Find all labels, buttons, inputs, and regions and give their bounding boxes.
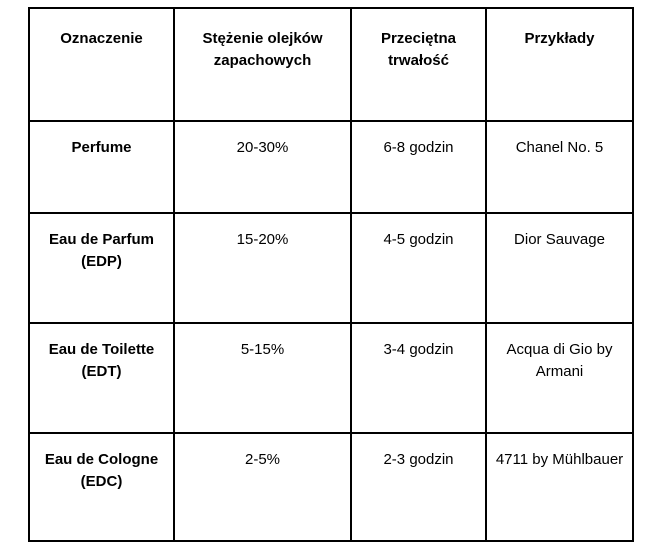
cell-concentration: 15-20%	[173, 212, 352, 324]
table-row-edp: Eau de Parfum (EDP) 15-20% 4-5 godzin Di…	[28, 212, 634, 324]
table-row-edc: Eau de Cologne (EDC) 2-5% 2-3 godzin 471…	[28, 432, 634, 542]
cell-designation: Eau de Parfum (EDP)	[28, 212, 175, 324]
cell-designation: Eau de Cologne (EDC)	[28, 432, 175, 542]
cell-longevity: 2-3 godzin	[350, 432, 487, 542]
perfume-types-table: Oznaczenie Stężenie olejków zapachowych …	[28, 7, 634, 542]
header-longevity: Przeciętna trwałość	[350, 7, 487, 122]
cell-examples: Chanel No. 5	[485, 120, 634, 214]
cell-concentration: 2-5%	[173, 432, 352, 542]
cell-examples: 4711 by Mühlbauer	[485, 432, 634, 542]
cell-longevity: 6-8 godzin	[350, 120, 487, 214]
table-row-edt: Eau de Toilette (EDT) 5-15% 3-4 godzin A…	[28, 322, 634, 434]
header-designation: Oznaczenie	[28, 7, 175, 122]
cell-concentration: 20-30%	[173, 120, 352, 214]
cell-examples: Dior Sauvage	[485, 212, 634, 324]
table-row-perfume: Perfume 20-30% 6-8 godzin Chanel No. 5	[28, 120, 634, 214]
cell-designation: Eau de Toilette (EDT)	[28, 322, 175, 434]
cell-concentration: 5-15%	[173, 322, 352, 434]
header-examples: Przykłady	[485, 7, 634, 122]
cell-longevity: 4-5 godzin	[350, 212, 487, 324]
table-header-row: Oznaczenie Stężenie olejków zapachowych …	[28, 7, 634, 122]
cell-longevity: 3-4 godzin	[350, 322, 487, 434]
cell-designation: Perfume	[28, 120, 175, 214]
header-concentration: Stężenie olejków zapachowych	[173, 7, 352, 122]
cell-examples: Acqua di Gio by Armani	[485, 322, 634, 434]
